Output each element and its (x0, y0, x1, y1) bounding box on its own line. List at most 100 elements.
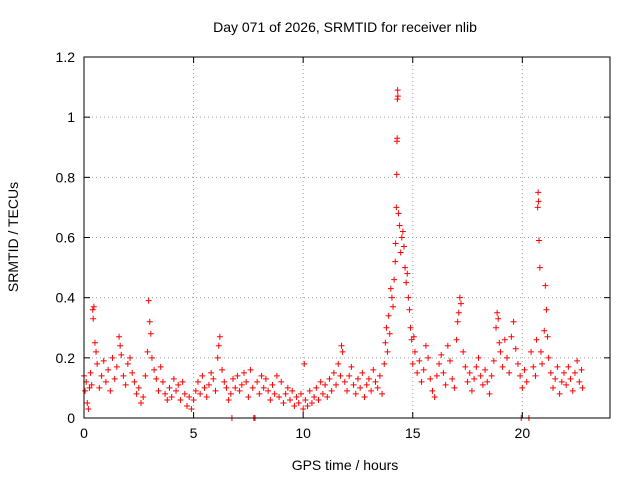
data-point (462, 363, 469, 370)
data-point (387, 285, 394, 292)
data-point (322, 381, 329, 388)
data-point (267, 396, 274, 403)
data-point (230, 375, 237, 382)
data-point (493, 324, 500, 331)
data-point (558, 378, 565, 385)
data-point (541, 327, 548, 334)
data-point (117, 342, 124, 349)
data-point (372, 378, 379, 385)
data-point (339, 348, 346, 355)
data-point (153, 375, 160, 382)
data-point (409, 360, 416, 367)
data-point (177, 396, 184, 403)
data-point (420, 366, 427, 373)
data-point (216, 333, 223, 340)
data-point (408, 336, 415, 343)
data-point (404, 270, 411, 277)
data-points (81, 87, 586, 421)
data-point (393, 204, 400, 211)
data-point (113, 363, 120, 370)
data-point (496, 339, 503, 346)
data-point (473, 363, 480, 370)
data-point (90, 303, 97, 310)
data-point (569, 387, 576, 394)
y-tick-label: 0.2 (56, 350, 76, 366)
data-point (567, 375, 574, 382)
data-point (484, 378, 491, 385)
data-point (490, 357, 497, 364)
data-point (368, 387, 375, 394)
data-point (142, 372, 149, 379)
data-point (407, 324, 414, 331)
data-point (238, 381, 245, 388)
data-point (556, 390, 563, 397)
data-point (398, 234, 405, 241)
data-point (164, 396, 171, 403)
data-point (391, 276, 398, 283)
data-point (184, 402, 191, 409)
data-point (249, 384, 256, 391)
data-point (293, 393, 300, 400)
data-point (394, 93, 401, 100)
data-point (287, 396, 294, 403)
data-point (396, 222, 403, 229)
data-point (269, 381, 276, 388)
data-point (295, 399, 302, 406)
data-point (456, 294, 463, 301)
data-point (350, 381, 357, 388)
data-point (379, 390, 386, 397)
data-point (495, 315, 502, 322)
data-point (319, 390, 326, 397)
data-point (346, 372, 353, 379)
data-point (466, 369, 473, 376)
chart-title: Day 071 of 2026, SRMTID for receiver nli… (213, 19, 477, 35)
data-point (197, 390, 204, 397)
data-point (543, 306, 550, 313)
data-point (133, 390, 140, 397)
data-point (381, 360, 388, 367)
y-tick-label: 0 (67, 410, 75, 426)
data-point (326, 375, 333, 382)
data-point (438, 351, 445, 358)
data-point (384, 348, 391, 355)
data-point (236, 387, 243, 394)
data-point (534, 204, 541, 211)
data-point (571, 369, 578, 376)
data-point (276, 393, 283, 400)
data-point (514, 360, 521, 367)
data-point (357, 384, 364, 391)
data-point (260, 384, 267, 391)
data-point (271, 390, 278, 397)
data-point (157, 363, 164, 370)
data-point (410, 333, 417, 340)
data-point (348, 363, 355, 370)
data-point (265, 387, 272, 394)
data-point (155, 387, 162, 394)
data-point (392, 240, 399, 247)
data-point (234, 372, 241, 379)
data-point (390, 303, 397, 310)
data-point (501, 336, 508, 343)
data-point (328, 387, 335, 394)
data-point (129, 369, 136, 376)
data-point (521, 366, 528, 373)
data-point (105, 366, 112, 373)
data-point (440, 369, 447, 376)
x-tick-label: 5 (190, 425, 198, 441)
data-point (405, 294, 412, 301)
data-point (554, 363, 561, 370)
y-axis-label: SRMTID / TECUs (5, 182, 21, 292)
data-point (243, 378, 250, 385)
data-point (464, 378, 471, 385)
data-point (528, 348, 535, 355)
data-point (394, 135, 401, 142)
data-point (418, 378, 425, 385)
data-point (565, 363, 572, 370)
data-point (392, 258, 399, 265)
data-point (214, 354, 221, 361)
x-axis-label: GPS time / hours (292, 457, 399, 473)
data-point (399, 228, 406, 235)
data-point (544, 333, 551, 340)
data-point (173, 387, 180, 394)
data-point (181, 390, 188, 397)
